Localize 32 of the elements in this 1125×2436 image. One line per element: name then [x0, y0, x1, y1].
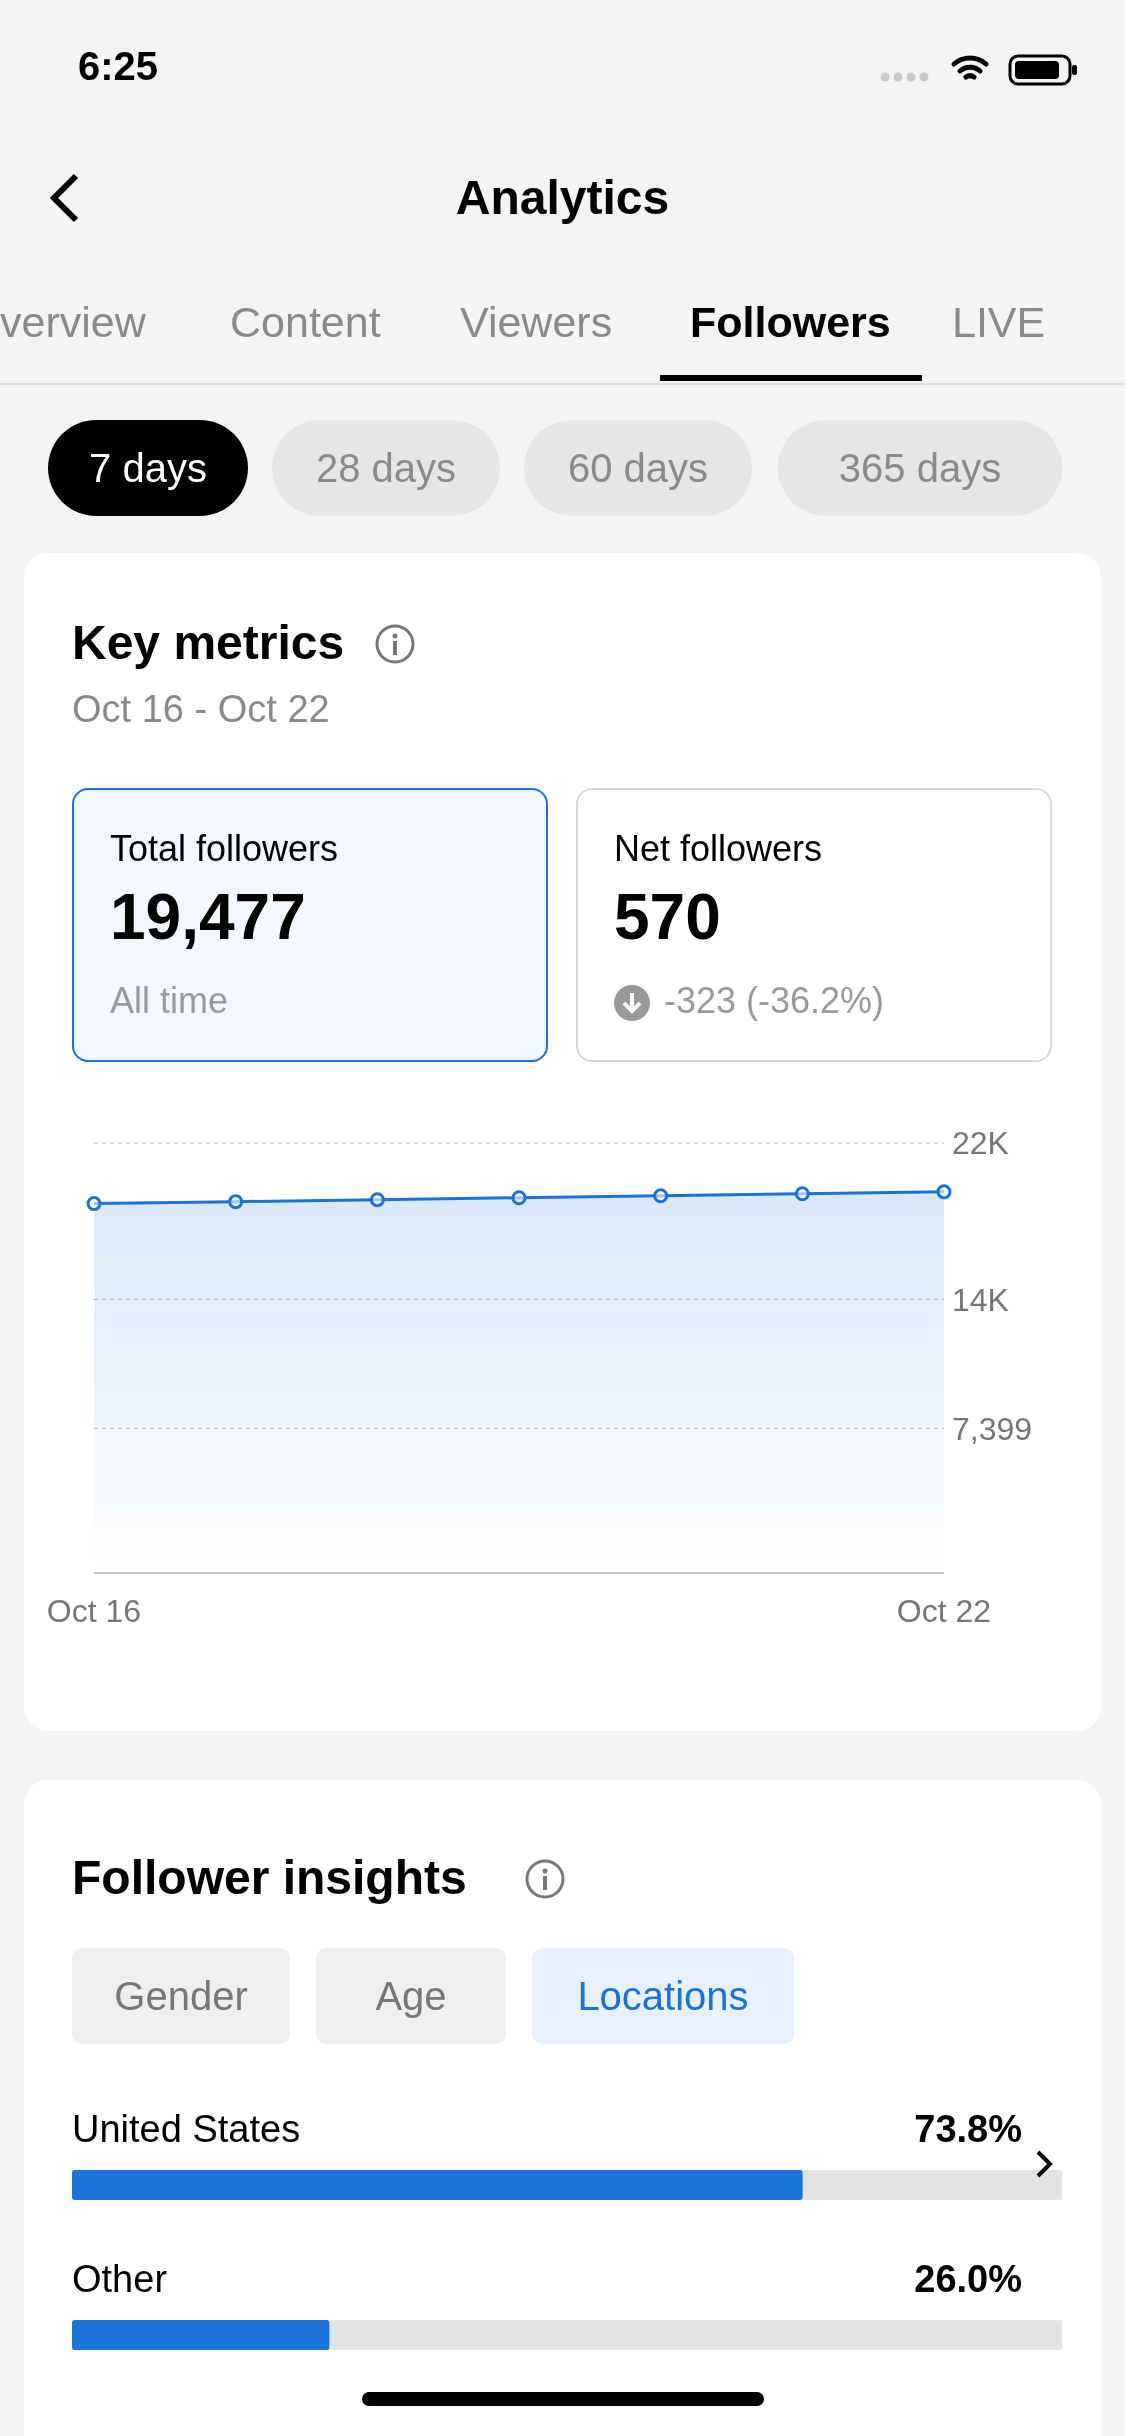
category-label: United States: [72, 2108, 301, 2150]
text: All time: [110, 980, 229, 1022]
text: Net followers: [614, 828, 823, 870]
chart-subtitle: Oct 16 - Oct 22: [72, 688, 330, 731]
text: Locations: [532, 1948, 794, 2044]
text: Gender: [72, 1948, 290, 2044]
text: 6:25: [78, 44, 159, 89]
category-label: Other: [72, 2258, 168, 2300]
text: 28 days: [272, 420, 500, 516]
text: 19,477: [110, 880, 306, 954]
y-tick-label: 7,399: [952, 1410, 1033, 1447]
text: -323 (-36.2%): [664, 980, 885, 1022]
y-tick-label: 14K: [952, 1281, 1009, 1318]
text: Total followers: [110, 828, 339, 870]
y-tick-label: 22K: [952, 1125, 1009, 1162]
data-label: 73.8%: [914, 2108, 1022, 2150]
text: Content: [230, 298, 381, 347]
text: LIVE: [952, 298, 1046, 347]
text: 570: [614, 880, 721, 954]
chart-title: Follower insights: [72, 1850, 467, 1905]
text: 7 days: [48, 420, 248, 516]
text: Viewers: [460, 298, 613, 347]
text: verview: [0, 298, 146, 347]
data-label: 26.0%: [914, 2258, 1022, 2300]
chart-title: Key metrics: [72, 615, 345, 670]
text: 60 days: [524, 420, 752, 516]
text: Followers: [690, 298, 891, 347]
text: Age: [316, 1948, 506, 2044]
x-tick-label: Oct 16: [46, 1592, 142, 1629]
text: Analytics: [454, 170, 671, 225]
text: 365 days: [778, 420, 1062, 516]
x-tick-label: Oct 22: [896, 1592, 992, 1629]
